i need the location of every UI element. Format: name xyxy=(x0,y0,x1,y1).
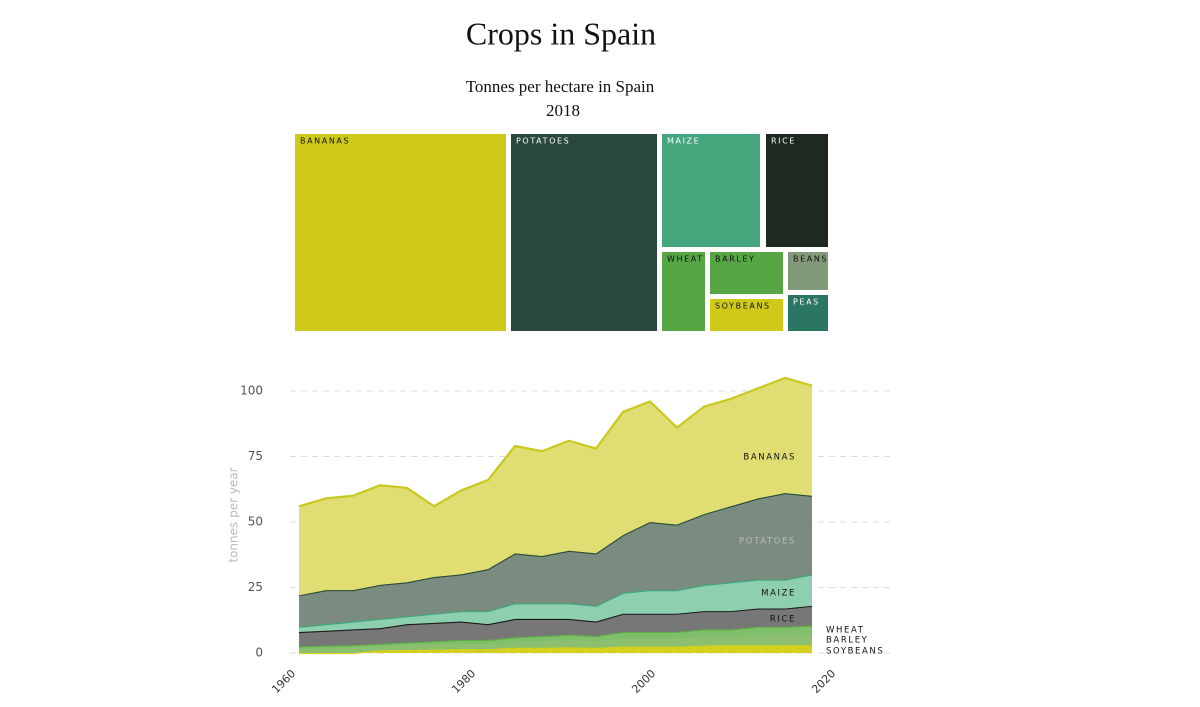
treemap-cell xyxy=(662,134,760,247)
y-tick-label: 100 xyxy=(240,383,263,397)
treemap-title: Tonnes per hectare in Spain xyxy=(466,77,655,96)
y-tick-label: 25 xyxy=(248,580,263,594)
treemap-subtitle: 2018 xyxy=(546,101,580,120)
y-tick-label: 0 xyxy=(255,646,263,660)
series-label: SOYBEANS xyxy=(826,647,884,657)
treemap-label: WHEAT xyxy=(667,255,704,264)
treemap-cell xyxy=(788,252,828,290)
treemap-cell xyxy=(710,299,783,331)
series-label: BARLEY xyxy=(826,636,868,646)
area-fill xyxy=(299,493,812,627)
x-tick-label: 1980 xyxy=(449,667,478,696)
area-fill xyxy=(299,605,812,647)
treemap-label: BANANAS xyxy=(300,137,350,146)
treemap-cell xyxy=(766,134,828,247)
treemap-label: BEANS xyxy=(793,255,828,264)
x-tick-label: 2000 xyxy=(629,667,658,696)
treemap-label: POTATOES xyxy=(516,137,570,146)
treemap-cell xyxy=(511,134,657,331)
y-axis-label: tonnes per year xyxy=(227,467,241,562)
treemap-label: BARLEY xyxy=(715,255,756,264)
y-tick-label: 75 xyxy=(248,449,263,463)
page-title: Crops in Spain xyxy=(466,15,656,51)
area-fill xyxy=(299,377,812,596)
treemap-label: RICE xyxy=(771,137,796,146)
treemap-label: SOYBEANS xyxy=(715,302,771,311)
area-line xyxy=(298,376,813,508)
series-label: MAIZE xyxy=(761,589,796,599)
series-label: RICE xyxy=(770,615,796,625)
x-tick-label: 2020 xyxy=(809,667,838,696)
y-tick-label: 50 xyxy=(248,514,263,528)
treemap-label: MAIZE xyxy=(667,137,700,146)
treemap-cell xyxy=(295,134,506,331)
treemap-cell xyxy=(662,252,705,331)
treemap-cell xyxy=(788,295,828,331)
series-label: BANANAS xyxy=(743,453,796,463)
treemap-cell xyxy=(710,252,783,294)
treemap-label: PEAS xyxy=(793,298,820,307)
series-label: POTATOES xyxy=(739,537,796,547)
x-tick-label: 1960 xyxy=(269,667,298,696)
series-label: WHEAT xyxy=(826,626,865,636)
